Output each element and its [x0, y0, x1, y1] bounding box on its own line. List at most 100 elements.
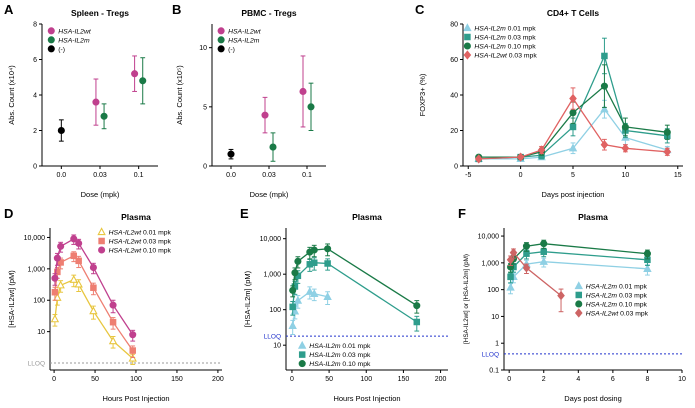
svg-text:100: 100 — [33, 298, 45, 305]
svg-text:10,000: 10,000 — [24, 235, 46, 242]
svg-text:1,000: 1,000 — [27, 266, 45, 273]
svg-text:50: 50 — [325, 376, 333, 383]
svg-text:10,000: 10,000 — [260, 236, 282, 243]
svg-text:4: 4 — [33, 93, 37, 100]
svg-text:CD4+ T Cells: CD4+ T Cells — [547, 8, 599, 18]
svg-text:Dose (mpk): Dose (mpk) — [250, 190, 289, 199]
svg-text:100: 100 — [130, 376, 142, 383]
svg-text:40: 40 — [450, 93, 458, 100]
svg-text:0.1: 0.1 — [489, 368, 499, 375]
svg-text:200: 200 — [435, 376, 447, 383]
svg-text:10: 10 — [491, 314, 499, 321]
svg-text:100: 100 — [360, 376, 372, 383]
svg-text:0: 0 — [519, 172, 523, 179]
svg-text:FOXP3+ (%): FOXP3+ (%) — [418, 73, 427, 116]
svg-text:100: 100 — [487, 287, 499, 294]
svg-text:HSA-IL2m 0.01 mpk: HSA-IL2m 0.01 mpk — [309, 343, 371, 350]
svg-text:HSA-IL2wt 0.01 mpk: HSA-IL2wt 0.01 mpk — [109, 230, 172, 237]
svg-text:0.0: 0.0 — [226, 172, 236, 179]
svg-text:LLOQ: LLOQ — [264, 334, 281, 341]
panel-plasma-il2wt: D Plasma 0 50 100 150 200 10 100 1,000 10,000 Hour… — [4, 206, 234, 406]
svg-text:(-): (-) — [58, 46, 65, 53]
svg-text:0: 0 — [33, 164, 37, 171]
panel-pbmc-tregs: B PBMC - Tregs 0.0 0.03 0.1 0 5 10 Dose (mpk) Ab… — [172, 2, 336, 202]
plasma-il2wt-chart: Plasma 0 50 100 150 200 10 100 1,000 10,000 Hours … — [7, 212, 224, 403]
panel-plasma-il2m: E Plasma 0 50 100 150 200 10 100 1,000 10,000 Hour… — [240, 206, 458, 406]
svg-text:PBMC - Tregs: PBMC - Tregs — [241, 8, 297, 18]
svg-text:Plasma: Plasma — [352, 212, 382, 222]
svg-text:0.1: 0.1 — [134, 172, 144, 179]
svg-text:HSA-IL2m 0.03 mpk: HSA-IL2m 0.03 mpk — [586, 292, 648, 299]
panel-letter-c: C — [415, 2, 425, 17]
svg-text:1,000: 1,000 — [481, 260, 499, 267]
svg-text:0: 0 — [454, 164, 458, 171]
svg-text:0.03: 0.03 — [93, 172, 107, 179]
svg-text:HSA-IL2wt: HSA-IL2wt — [58, 28, 92, 35]
svg-text:10: 10 — [678, 376, 686, 383]
svg-text:HSA-IL2wt 0.03 mpk: HSA-IL2wt 0.03 mpk — [586, 310, 649, 317]
pbmc-tregs-chart: PBMC - Tregs 0.0 0.03 0.1 0 5 10 Dose (mpk) Abs.… — [175, 8, 326, 199]
svg-text:(-): (-) — [228, 46, 235, 53]
panel-letter-a: A — [4, 2, 14, 17]
svg-text:2: 2 — [33, 128, 37, 135]
svg-text:HSA-IL2wt: HSA-IL2wt — [228, 28, 262, 35]
svg-text:[HSA-IL2wt] or [HSA-IL2m] (pM): [HSA-IL2wt] or [HSA-IL2m] (pM) — [463, 254, 470, 344]
svg-text:HSA-IL2wt 0.03 mpk: HSA-IL2wt 0.03 mpk — [109, 239, 172, 246]
svg-text:Abs. Count (x10⁵): Abs. Count (x10⁵) — [175, 65, 184, 125]
svg-text:200: 200 — [212, 376, 224, 383]
svg-text:10: 10 — [621, 172, 629, 179]
svg-text:10: 10 — [37, 329, 45, 336]
svg-text:[HSA-IL2m] (pM): [HSA-IL2m] (pM) — [243, 270, 252, 327]
spleen-tregs-chart: Spleen - Tregs 0.0 0.03 0.1 0 2 4 6 8 Dose (mpk) A… — [7, 8, 158, 199]
panel-letter-b: B — [172, 2, 182, 17]
svg-text:50: 50 — [91, 376, 99, 383]
svg-text:10: 10 — [273, 343, 281, 350]
svg-text:HSA-IL2m 0.01 mpk: HSA-IL2m 0.01 mpk — [586, 283, 648, 290]
svg-text:Dose (mpk): Dose (mpk) — [81, 190, 120, 199]
svg-text:LLOQ: LLOQ — [482, 351, 499, 358]
svg-text:1,000: 1,000 — [263, 272, 281, 279]
svg-text:6: 6 — [611, 376, 615, 383]
svg-text:150: 150 — [171, 376, 183, 383]
svg-text:HSA-IL2wt 0.03 mpk: HSA-IL2wt 0.03 mpk — [474, 53, 537, 60]
panel-letter-f: F — [458, 206, 466, 221]
svg-text:Plasma: Plasma — [578, 212, 608, 222]
plasma-il2m-chart: Plasma 0 50 100 150 200 10 100 1,000 10,000 Hours … — [243, 212, 448, 403]
svg-text:10: 10 — [199, 45, 207, 52]
panel-letter-e: E — [240, 206, 249, 221]
cd4-t-cells-chart: CD4+ T Cells -5 0 5 10 15 0 20 40 60 80 Days post i… — [418, 8, 683, 199]
svg-text:80: 80 — [450, 22, 458, 29]
svg-text:Days post injection: Days post injection — [542, 190, 605, 199]
svg-text:0: 0 — [290, 376, 294, 383]
svg-text:0: 0 — [507, 376, 511, 383]
svg-text:LLOQ: LLOQ — [28, 361, 45, 368]
svg-text:HSA-IL2m 0.03 mpk: HSA-IL2m 0.03 mpk — [309, 352, 371, 359]
svg-text:HSA-IL2m: HSA-IL2m — [58, 37, 90, 44]
svg-text:HSA-IL2m 0.03 mpk: HSA-IL2m 0.03 mpk — [474, 35, 536, 42]
svg-text:HSA-IL2m 0.01 mpk: HSA-IL2m 0.01 mpk — [474, 26, 536, 33]
plasma-combined-chart: Plasma 0 2 4 6 8 10 0.1 1 10 100 1,000 10,000 Days po… — [463, 212, 686, 403]
svg-text:0.1: 0.1 — [302, 172, 312, 179]
svg-text:8: 8 — [645, 376, 649, 383]
svg-text:HSA-IL2m 0.10 mpk: HSA-IL2m 0.10 mpk — [309, 361, 371, 368]
panel-letter-d: D — [4, 206, 14, 221]
svg-text:0.03: 0.03 — [262, 172, 276, 179]
svg-text:Plasma: Plasma — [121, 212, 151, 222]
svg-text:2: 2 — [542, 376, 546, 383]
svg-text:0.0: 0.0 — [56, 172, 66, 179]
panel-spleen-tregs: A Spleen - Tregs 0.0 0.03 0.1 0 2 4 6 8 Dose (mpk… — [4, 2, 166, 202]
svg-text:[HSA-IL2wt] (pM): [HSA-IL2wt] (pM) — [7, 270, 16, 328]
svg-text:4: 4 — [576, 376, 580, 383]
svg-text:100: 100 — [269, 307, 281, 314]
svg-text:5: 5 — [571, 172, 575, 179]
svg-text:Hours Post Injection: Hours Post Injection — [102, 394, 169, 403]
svg-text:15: 15 — [674, 172, 682, 179]
svg-text:20: 20 — [450, 128, 458, 135]
svg-text:HSA-IL2m 0.10 mpk: HSA-IL2m 0.10 mpk — [474, 44, 536, 51]
svg-text:Days post dosing: Days post dosing — [564, 394, 622, 403]
svg-text:5: 5 — [203, 104, 207, 111]
svg-text:Hours Post Injection: Hours Post Injection — [333, 394, 400, 403]
svg-text:0: 0 — [203, 164, 207, 171]
svg-text:-5: -5 — [465, 172, 471, 179]
